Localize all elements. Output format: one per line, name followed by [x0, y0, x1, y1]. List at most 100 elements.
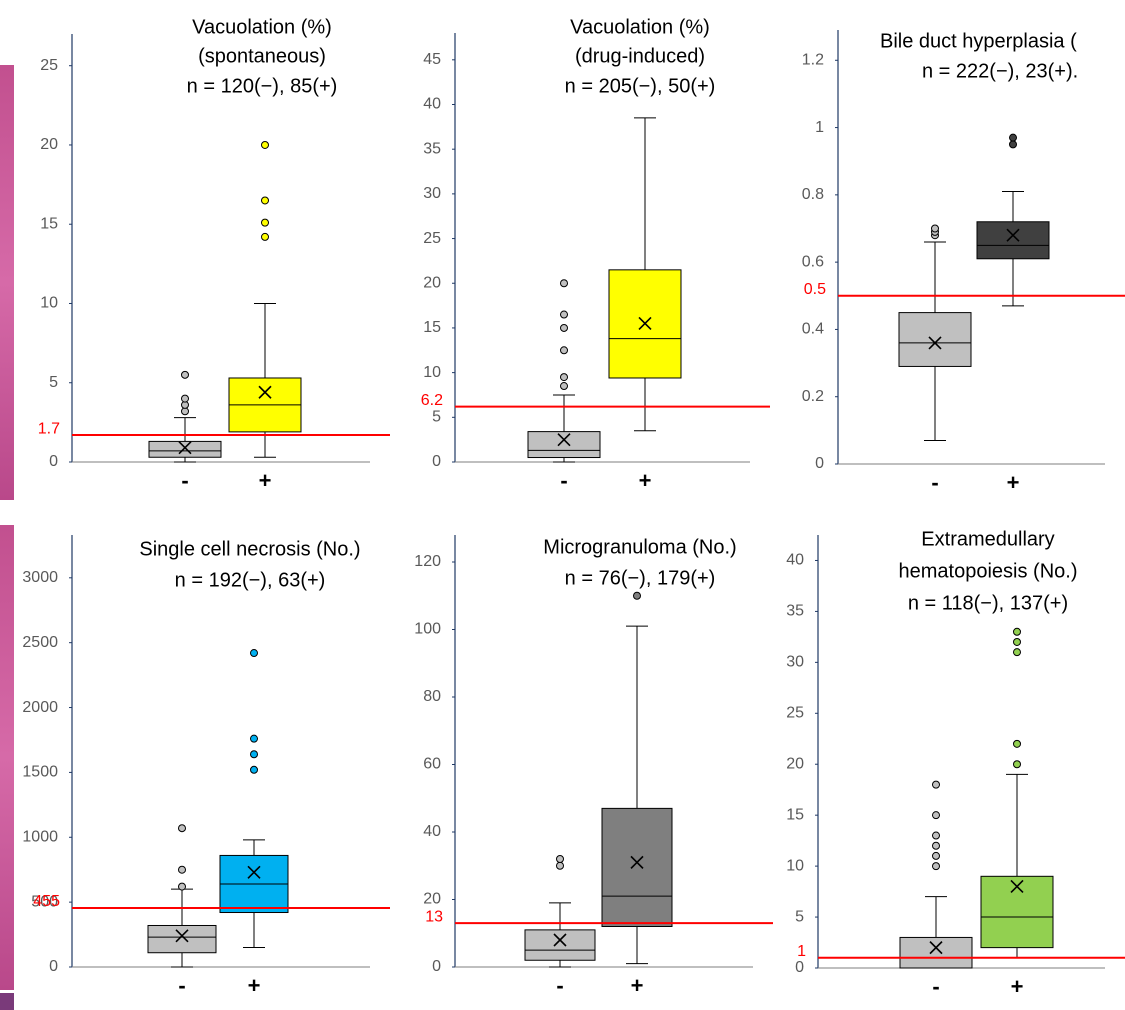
- outlier: [556, 855, 564, 863]
- outlier: [1013, 760, 1021, 769]
- chart-title: Extramedullary: [921, 528, 1054, 550]
- outlier: [560, 382, 568, 391]
- outlier: [1013, 739, 1021, 748]
- mean-marker: [557, 433, 571, 447]
- outlier: [556, 861, 564, 870]
- outlier: [1013, 627, 1021, 636]
- outlier: [932, 780, 940, 789]
- tissue-image: [0, 993, 14, 1010]
- y-tick-label: 25: [423, 230, 441, 247]
- threshold-label: 6.2: [421, 392, 443, 409]
- chart-title: Vacuolation (%): [192, 16, 332, 38]
- box: [976, 221, 1050, 260]
- mean-marker: [258, 385, 272, 399]
- y-tick-label: 500: [31, 893, 58, 910]
- outlier: [1009, 140, 1017, 149]
- y-tick-label: 30: [786, 654, 804, 671]
- outlier: [261, 218, 269, 227]
- outlier: [181, 370, 189, 379]
- tissue-image: [0, 65, 14, 500]
- outlier: [261, 196, 269, 205]
- y-tick-label: 2000: [22, 699, 58, 716]
- y-tick-label: 40: [423, 96, 441, 113]
- mean-marker: [928, 336, 942, 350]
- y-tick-label: 20: [423, 274, 441, 291]
- mean-marker: [553, 933, 567, 947]
- mean-marker: [1006, 228, 1020, 242]
- outlier: [633, 591, 641, 600]
- y-tick-label: 10: [423, 364, 441, 381]
- y-tick-label: 1000: [22, 828, 58, 845]
- chart-title: hematopoiesis (No.): [899, 560, 1078, 582]
- outlier: [1013, 637, 1021, 646]
- outlier: [1009, 133, 1017, 142]
- chart-title: Single cell necrosis (No.): [139, 538, 360, 560]
- chart-title: n = 118(−), 137(+): [908, 592, 1068, 614]
- y-tick-label: 0: [815, 455, 824, 472]
- outlier: [178, 824, 186, 833]
- x-tick-label: +: [1011, 974, 1024, 999]
- box: [147, 924, 217, 954]
- x-tick-label: -: [931, 470, 938, 495]
- x-tick-label: -: [178, 973, 185, 998]
- outlier: [250, 734, 258, 743]
- outlier: [250, 649, 258, 658]
- chart-title: Vacuolation (%): [570, 16, 710, 38]
- y-tick-label: 0.8: [802, 186, 824, 203]
- x-tick-label: +: [259, 468, 272, 493]
- outlier: [560, 373, 568, 382]
- outlier: [932, 831, 940, 840]
- chart-title: n = 76(−), 179(+): [565, 567, 716, 589]
- outlier: [181, 394, 189, 403]
- threshold-label: 0.5: [804, 281, 826, 298]
- box: [601, 807, 673, 927]
- threshold-label: 13: [425, 908, 443, 925]
- y-tick-label: 0.6: [802, 253, 824, 270]
- x-tick-label: -: [556, 973, 563, 998]
- outlier: [932, 841, 940, 850]
- y-tick-label: 5: [49, 374, 58, 391]
- y-tick-label: 120: [414, 553, 441, 570]
- threshold-label: 455: [33, 893, 60, 910]
- y-tick-label: 1.2: [802, 51, 824, 68]
- y-tick-label: 60: [423, 756, 441, 773]
- outlier: [932, 811, 940, 820]
- mean-marker: [247, 865, 261, 879]
- box: [148, 440, 222, 458]
- y-tick-label: 10: [786, 857, 804, 874]
- tissue-image: [0, 525, 14, 990]
- y-tick-label: 1500: [22, 764, 58, 781]
- y-tick-label: 0.2: [802, 388, 824, 405]
- x-tick-label: -: [181, 468, 188, 493]
- y-tick-label: 0: [49, 958, 58, 975]
- y-tick-label: 40: [423, 823, 441, 840]
- outlier: [261, 232, 269, 241]
- y-tick-label: 0: [795, 959, 804, 976]
- mean-marker: [630, 855, 644, 869]
- y-tick-label: 35: [423, 140, 441, 157]
- outlier: [261, 140, 269, 149]
- outlier: [932, 851, 940, 860]
- chart-title: n = 192(−), 63(+): [175, 569, 326, 591]
- threshold-label: 1.7: [38, 420, 60, 437]
- threshold-label: 1: [797, 943, 806, 960]
- y-tick-label: 25: [786, 705, 804, 722]
- outlier: [560, 279, 568, 288]
- x-tick-label: +: [248, 973, 261, 998]
- x-tick-label: -: [932, 974, 939, 999]
- y-tick-label: 1: [815, 119, 824, 136]
- box: [608, 269, 682, 379]
- y-tick-label: 0: [49, 453, 58, 470]
- outlier: [250, 750, 258, 759]
- x-tick-label: -: [560, 468, 567, 493]
- y-tick-label: 0.4: [802, 321, 824, 338]
- y-tick-label: 20: [786, 755, 804, 772]
- y-tick-label: 3000: [22, 569, 58, 586]
- y-tick-label: 0: [432, 453, 441, 470]
- outlier: [931, 224, 939, 233]
- y-tick-label: 30: [423, 185, 441, 202]
- y-tick-label: 5: [432, 409, 441, 426]
- y-tick-label: 100: [414, 621, 441, 638]
- mean-marker: [1010, 879, 1024, 894]
